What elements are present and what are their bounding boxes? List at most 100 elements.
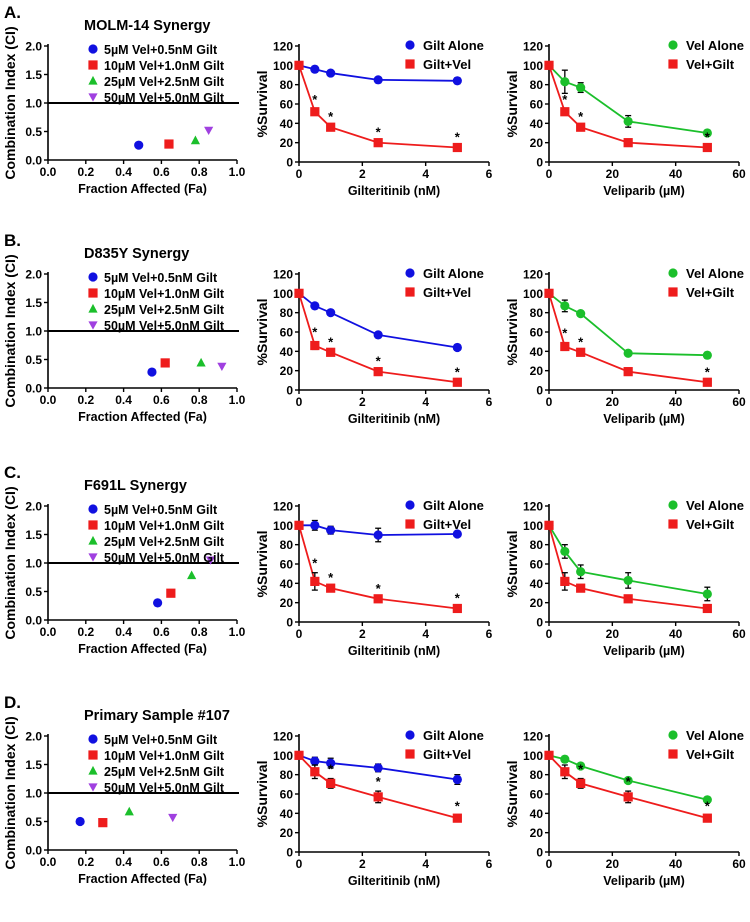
x-tick-label: 0.6	[153, 625, 170, 639]
legend-marker	[88, 93, 98, 102]
y-tick-label: 1.0	[25, 787, 42, 801]
legend-label: 50µM Vel+5.0nM Gilt	[104, 781, 225, 795]
x-tick-label: 0.8	[191, 855, 208, 869]
x-tick-label: 0.0	[40, 625, 57, 639]
legend-label: Vel+Gilt	[686, 57, 735, 72]
panel-title: F691L Synergy	[84, 478, 187, 494]
y-tick-label: 0.0	[25, 844, 42, 858]
y-tick-label: 0	[286, 616, 293, 630]
legend-marker	[405, 730, 415, 740]
legend-marker	[668, 730, 678, 740]
data-point	[623, 116, 633, 126]
x-tick-label: 60	[732, 627, 746, 641]
significance-mark: *	[455, 591, 461, 606]
data-point	[702, 813, 712, 823]
legend-label: 5µM Vel+0.5nM Gilt	[104, 43, 218, 57]
y-tick-label: 80	[530, 78, 544, 92]
data-point	[576, 347, 586, 357]
y-tick-label: 60	[530, 326, 544, 340]
x-tick-label: 0	[296, 167, 303, 181]
legend-label: Vel+Gilt	[686, 747, 735, 762]
data-point	[623, 792, 633, 802]
x-tick-label: 0.4	[115, 625, 132, 639]
data-point	[310, 301, 320, 311]
x-tick-label: 0.2	[77, 855, 94, 869]
significance-mark: *	[455, 130, 461, 145]
legend-marker	[88, 783, 98, 792]
legend-marker	[668, 519, 678, 529]
legend-marker	[88, 272, 98, 282]
data-point	[310, 340, 320, 351]
y-tick-label: 1.5	[25, 296, 42, 310]
x-tick-label: 6	[486, 167, 493, 181]
legend-label: Vel+Gilt	[686, 517, 735, 532]
x-tick-label: 0.0	[40, 393, 57, 407]
x-tick-label: 4	[422, 167, 429, 181]
y-tick-label: 60	[530, 788, 544, 802]
legend-marker	[88, 553, 98, 562]
data-point	[576, 567, 586, 577]
ci-point	[134, 140, 144, 150]
data-point	[452, 529, 462, 539]
x-tick-label: 6	[486, 857, 493, 871]
legend-marker	[88, 321, 98, 330]
x-tick-label: 2	[359, 395, 366, 409]
data-point	[560, 576, 570, 586]
legend-label: Gilt+Vel	[423, 285, 471, 300]
series-line	[548, 65, 708, 149]
data-point	[702, 128, 712, 138]
data-point	[373, 594, 383, 604]
x-tick-label: 0.0	[40, 855, 57, 869]
y-tick-label: 0.5	[25, 125, 42, 139]
x-tick-label: 0.8	[191, 625, 208, 639]
legend-label: 25µM Vel+2.5nM Gilt	[104, 535, 225, 549]
data-point	[452, 603, 462, 614]
data-point	[294, 60, 304, 70]
y-tick-label: 1.5	[25, 68, 42, 82]
legend-label: 50µM Vel+5.0nM Gilt	[104, 319, 225, 333]
ci-point	[190, 135, 201, 145]
y-axis-title: %Survival	[254, 761, 270, 828]
data-point	[576, 583, 586, 593]
ci-point	[166, 588, 176, 598]
x-tick-label: 6	[486, 395, 493, 409]
y-tick-label: 20	[280, 136, 294, 150]
x-tick-label: 60	[732, 395, 746, 409]
legend-marker	[88, 44, 98, 54]
panel-title: Primary Sample #107	[84, 708, 230, 724]
legend-marker	[405, 40, 415, 50]
legend-label: Gilt+Vel	[423, 517, 471, 532]
significance-mark: *	[578, 334, 584, 349]
legend-label: Vel+Gilt	[686, 285, 735, 300]
x-axis-title: Fraction Affected (Fa)	[78, 642, 207, 656]
legend-marker	[668, 40, 678, 50]
y-tick-label: 40	[280, 117, 294, 131]
x-axis-title: Gilteritinib (nM)	[348, 874, 440, 888]
data-point	[702, 350, 712, 360]
data-point	[544, 60, 554, 70]
significance-mark: *	[312, 325, 318, 340]
ci-point	[168, 813, 178, 823]
data-point	[623, 138, 633, 148]
legend-marker	[668, 287, 678, 297]
data-point	[702, 142, 712, 153]
x-tick-label: 40	[669, 167, 683, 181]
y-tick-label: 120	[273, 500, 293, 514]
y-tick-label: 120	[523, 730, 543, 744]
data-point	[576, 82, 586, 93]
y-tick-label: 120	[273, 40, 293, 54]
data-point	[452, 774, 462, 785]
y-tick-label: 100	[273, 287, 293, 301]
x-tick-label: 40	[669, 395, 683, 409]
x-tick-label: 0.8	[191, 165, 208, 179]
legend-label: Gilt Alone	[423, 728, 484, 743]
panel-label: C.	[4, 463, 21, 482]
y-axis-title: %Survival	[504, 761, 520, 828]
data-point	[623, 594, 633, 604]
legend-marker	[668, 749, 678, 759]
panel-label: A.	[4, 3, 21, 22]
